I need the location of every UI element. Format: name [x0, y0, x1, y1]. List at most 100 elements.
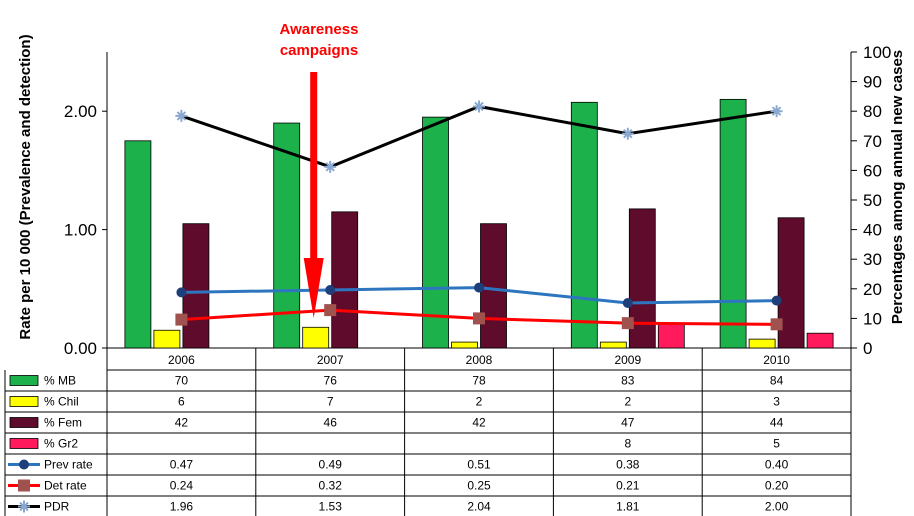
table-cell: 3 [773, 395, 780, 409]
table-header-2007: 2007 [317, 353, 344, 367]
table-cell: 8 [624, 437, 631, 451]
table-cell: 0.49 [319, 458, 343, 472]
bar-chil-2008 [451, 341, 478, 349]
lines-layer [175, 100, 783, 331]
table-cell: 46 [324, 416, 338, 430]
table-cell: 44 [770, 416, 784, 430]
bar-chil-2009 [599, 341, 627, 349]
point-pdr-2010 [770, 105, 783, 118]
bar-mb-2007 [273, 122, 301, 349]
right-tick-label: 90 [863, 73, 882, 92]
bar-gr2-2009 [657, 323, 685, 349]
table-header-2009: 2009 [614, 353, 641, 367]
bar-mb-2008 [422, 116, 449, 349]
axes-layer: 0.00 1.00 2.00 0 10 20 30 40 50 60 70 80 90 100 [64, 43, 891, 358]
table-cell: 2 [476, 395, 483, 409]
bar-chil-2010 [748, 338, 776, 349]
legend-key-mb [9, 375, 39, 386]
table-cell: 47 [621, 416, 635, 430]
point-pdr-2008 [473, 100, 485, 113]
table-cell: 0.32 [319, 479, 343, 493]
right-tick-label: 10 [863, 309, 882, 328]
point-prev-rate-2007 [325, 284, 336, 295]
table-row-gr2: % Gr2 8 5 [9, 437, 780, 451]
point-prev-rate-2009 [622, 298, 633, 309]
table-cell: 0.21 [616, 479, 640, 493]
point-prev-rate-2008 [474, 282, 484, 293]
table-row-det-rate: Det rate 0.24 0.32 0.25 0.21 0.20 [8, 479, 789, 493]
annotation-arrow-layer [303, 72, 324, 318]
point-pdr-2007 [324, 160, 337, 173]
point-prev-rate-2010 [771, 295, 782, 306]
bar-fem-2007 [331, 211, 359, 349]
annotation-arrow-head [303, 258, 324, 318]
table-row-label: % Fem [44, 416, 82, 430]
right-tick-label: 60 [863, 161, 882, 180]
table-cell: 84 [770, 374, 784, 388]
table-cell: 1.53 [319, 500, 343, 514]
bars-layer [124, 98, 834, 349]
table-cell: 0.20 [765, 479, 789, 493]
bar-mb-2006 [124, 140, 152, 349]
data-table: 2006 2007 2008 2009 2010% MB 70 76 78 83 84% Chil… [8, 353, 790, 514]
left-axis-title: Rate per 10 000 (Prevalence and detectio… [17, 34, 34, 339]
point-pdr-2009 [621, 127, 634, 140]
bar-mb-2010 [719, 98, 747, 349]
bar-fem-2008 [480, 223, 507, 349]
right-axis-title: Percentages among annual new cases [889, 50, 906, 324]
legend-key-chil [9, 396, 39, 407]
table-cell: 0.47 [170, 458, 194, 472]
annotation-line-2: campaigns [280, 42, 358, 59]
point-det-rate-2010 [770, 318, 783, 331]
left-tick-label: 2.00 [64, 102, 97, 121]
right-tick-label: 80 [863, 102, 882, 121]
left-tick-label: 0.00 [64, 339, 97, 358]
table-cell: 76 [324, 374, 338, 388]
table-row-label: PDR [44, 500, 70, 514]
table-cell: 70 [175, 374, 189, 388]
table-cell: 2.04 [467, 500, 491, 514]
legend-marker-det-rate [18, 479, 30, 492]
bar-chil-2006 [153, 329, 181, 349]
left-tick-label: 1.00 [64, 221, 97, 240]
table-cell: 0.25 [467, 479, 491, 493]
right-tick-label: 50 [863, 191, 882, 210]
table-grid [4, 347, 852, 516]
right-tick-label: 0 [863, 339, 872, 358]
table-cell: 2.00 [765, 500, 789, 514]
table-row-label: % Chil [44, 395, 79, 409]
right-tick-label: 20 [863, 280, 882, 299]
table-row-mb: % MB 70 76 78 83 84 [9, 374, 784, 388]
table-cell: 42 [472, 416, 486, 430]
table-row-pdr: PDR 1.96 1.53 2.04 1.81 2.00 [8, 500, 789, 514]
table-cell: 0.24 [170, 479, 194, 493]
point-prev-rate-2006 [176, 287, 187, 298]
table-header-2006: 2006 [168, 353, 195, 367]
table-cell: 83 [621, 374, 635, 388]
table-row-fem: % Fem 42 46 42 47 44 [9, 416, 784, 430]
table-cell: 5 [773, 437, 780, 451]
table-cell: 78 [472, 374, 486, 388]
annotation-arrow-shaft [310, 72, 318, 260]
bar-mb-2009 [570, 101, 598, 349]
annotation-line-1: Awareness [280, 21, 359, 38]
table-cell: 42 [175, 416, 189, 430]
legend-marker-pdr [18, 500, 30, 513]
table-cell: 7 [327, 395, 334, 409]
legend-marker-prev-rate [19, 459, 29, 470]
point-det-rate-2009 [621, 317, 634, 330]
table-row-label: % Gr2 [44, 437, 78, 451]
table-cell: 0.38 [616, 458, 640, 472]
line-pdr [180, 104, 777, 169]
table-row-prev-rate: Prev rate 0.47 0.49 0.51 0.38 0.40 [8, 458, 789, 472]
table-cell: 0.51 [467, 458, 491, 472]
table-cell: 0.40 [765, 458, 789, 472]
bar-chil-2007 [302, 326, 330, 349]
point-det-rate-2006 [175, 313, 188, 326]
table-row-label: % MB [44, 374, 76, 388]
bar-fem-2006 [182, 223, 210, 349]
legend-key-fem [9, 417, 39, 428]
bar-gr2-2010 [806, 332, 834, 349]
right-tick-label: 100 [863, 43, 891, 62]
